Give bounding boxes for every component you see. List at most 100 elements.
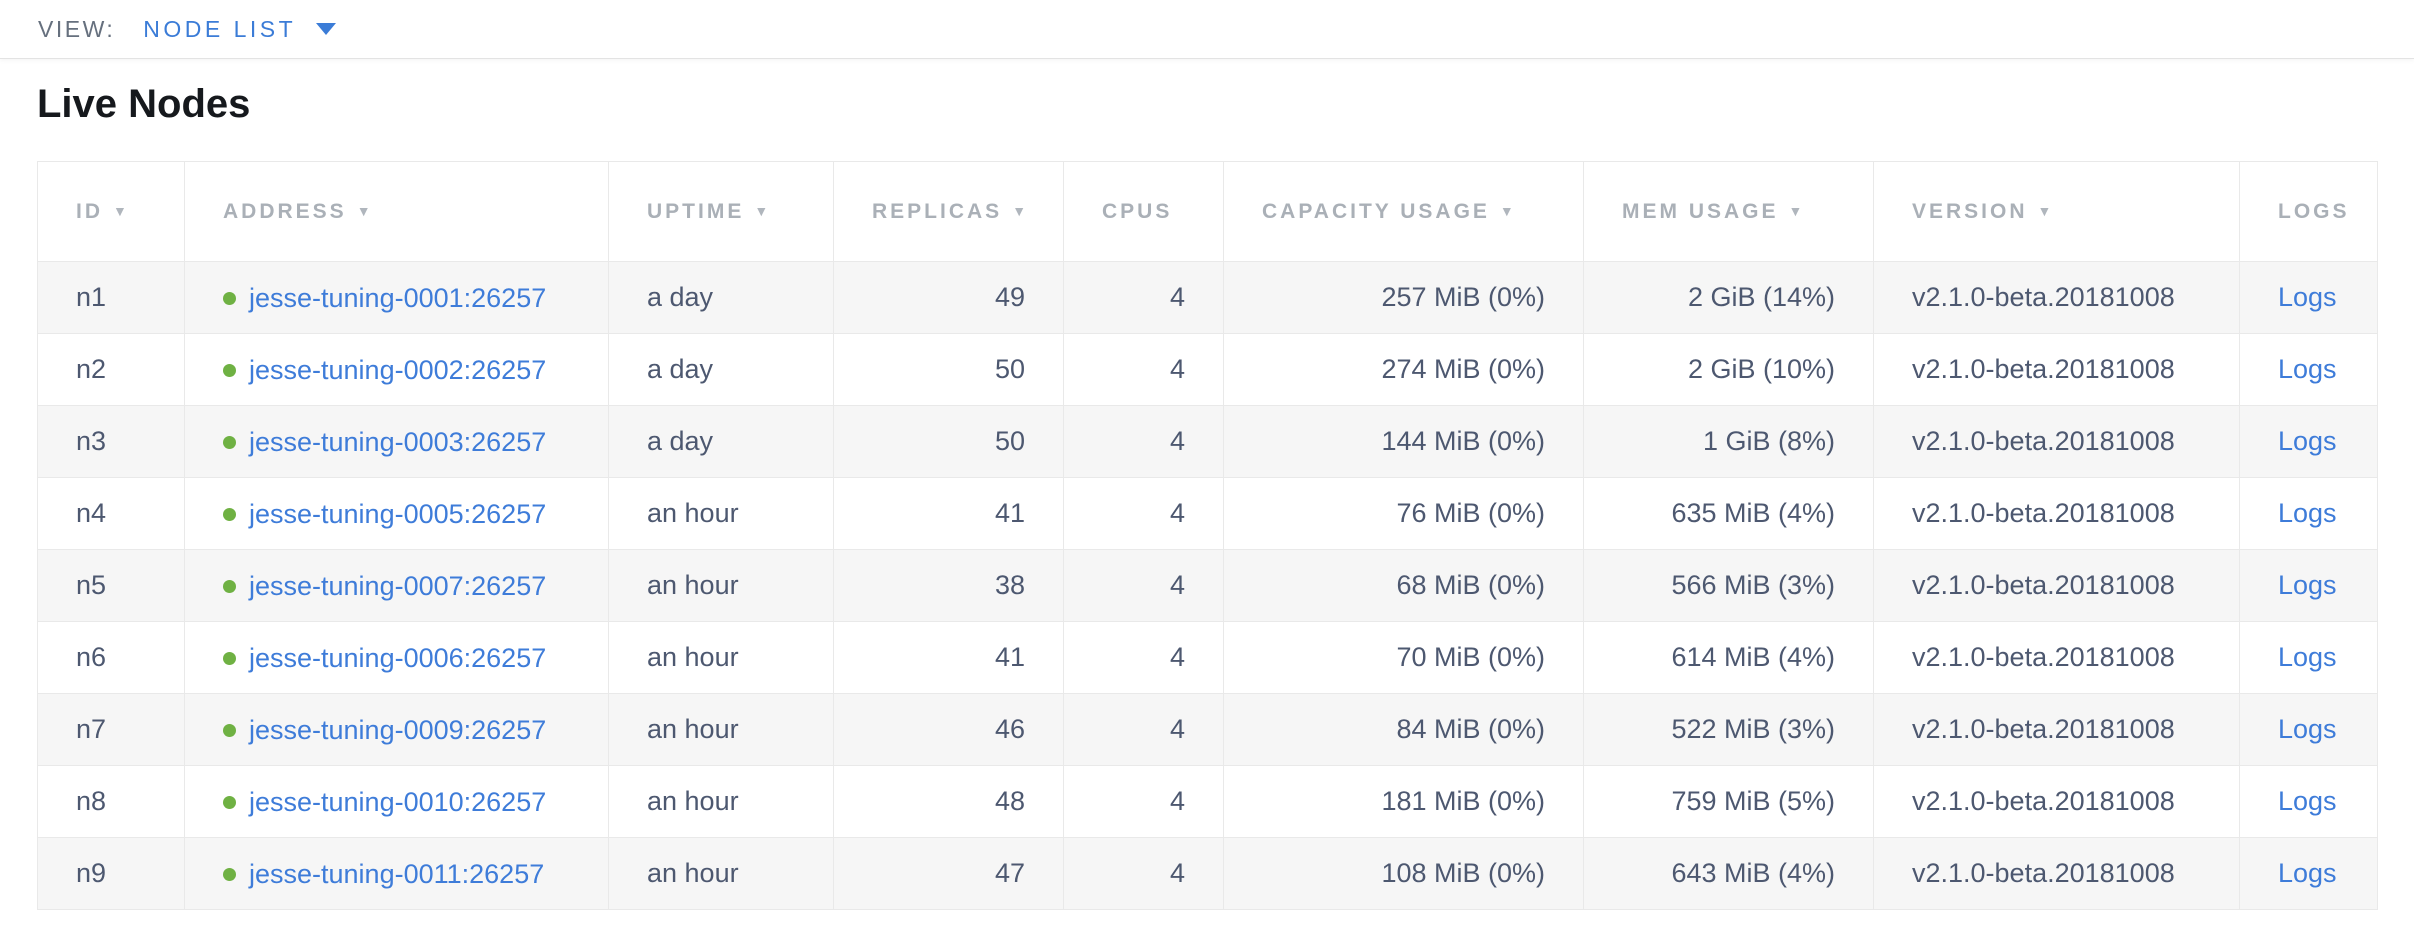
- node-status-icon: [223, 652, 236, 665]
- node-uptime-cell: a day: [608, 333, 834, 406]
- node-address-link[interactable]: jesse-tuning-0007:26257: [249, 571, 547, 601]
- node-logs-cell: Logs: [2239, 477, 2378, 550]
- node-capacity-cell: 274 MiB (0%): [1223, 333, 1584, 406]
- node-capacity-cell: 68 MiB (0%): [1223, 549, 1584, 622]
- node-address-cell: jesse-tuning-0005:26257: [184, 477, 609, 550]
- sort-arrow-icon: ▼: [1499, 202, 1517, 219]
- node-status-icon: [223, 436, 236, 449]
- col-header-version[interactable]: VERSION ▼: [1873, 161, 2240, 262]
- view-dropdown[interactable]: NODE LIST: [143, 15, 337, 43]
- col-header-id[interactable]: ID ▼: [37, 161, 185, 262]
- logs-link[interactable]: Logs: [2278, 570, 2337, 600]
- logs-link[interactable]: Logs: [2278, 642, 2337, 672]
- node-id-cell: n7: [37, 693, 185, 766]
- node-address-link[interactable]: jesse-tuning-0006:26257: [249, 643, 547, 673]
- node-capacity-cell: 76 MiB (0%): [1223, 477, 1584, 550]
- node-id-cell: n5: [37, 549, 185, 622]
- col-header-label: REPLICAS: [872, 199, 1003, 223]
- table-row: n8 jesse-tuning-0010:26257 an hour 48 4 …: [37, 765, 2378, 838]
- logs-link[interactable]: Logs: [2278, 498, 2337, 528]
- node-replicas-cell: 49: [833, 261, 1064, 334]
- node-address-link[interactable]: jesse-tuning-0009:26257: [249, 715, 547, 745]
- col-header-replicas[interactable]: REPLICAS ▼: [833, 161, 1064, 262]
- logs-link[interactable]: Logs: [2278, 426, 2337, 456]
- node-capacity-cell: 257 MiB (0%): [1223, 261, 1584, 334]
- node-uptime-cell: an hour: [608, 477, 834, 550]
- node-version-cell: v2.1.0-beta.20181008: [1873, 693, 2240, 766]
- col-header-label: UPTIME: [647, 199, 745, 223]
- node-address-cell: jesse-tuning-0006:26257: [184, 621, 609, 694]
- col-header-label: LOGS: [2278, 199, 2350, 223]
- node-id-cell: n2: [37, 333, 185, 406]
- node-address-cell: jesse-tuning-0007:26257: [184, 549, 609, 622]
- col-header-mem-usage[interactable]: MEM USAGE ▼: [1583, 161, 1874, 262]
- node-version-cell: v2.1.0-beta.20181008: [1873, 261, 2240, 334]
- logs-link[interactable]: Logs: [2278, 858, 2337, 888]
- sort-arrow-icon: ▼: [2037, 202, 2055, 219]
- node-replicas-cell: 46: [833, 693, 1064, 766]
- node-id-cell: n8: [37, 765, 185, 838]
- node-mem-cell: 2 GiB (14%): [1583, 261, 1874, 334]
- view-bar: VIEW: NODE LIST: [0, 0, 2414, 59]
- node-id-cell: n1: [37, 261, 185, 334]
- page-title: Live Nodes: [37, 82, 251, 126]
- node-mem-cell: 643 MiB (4%): [1583, 837, 1874, 910]
- node-id-cell: n4: [37, 477, 185, 550]
- node-mem-cell: 614 MiB (4%): [1583, 621, 1874, 694]
- node-address-link[interactable]: jesse-tuning-0005:26257: [249, 499, 547, 529]
- table-row: n6 jesse-tuning-0006:26257 an hour 41 4 …: [37, 621, 2378, 694]
- node-address-link[interactable]: jesse-tuning-0010:26257: [249, 787, 547, 817]
- live-nodes-table: ID ▼ ADDRESS ▼ UPTIME ▼ REPLICAS ▼ CPUS CAPA…: [37, 161, 2378, 910]
- node-cpus-cell: 4: [1063, 837, 1224, 910]
- node-capacity-cell: 84 MiB (0%): [1223, 693, 1584, 766]
- logs-link[interactable]: Logs: [2278, 354, 2337, 384]
- node-cpus-cell: 4: [1063, 693, 1224, 766]
- node-address-cell: jesse-tuning-0011:26257: [184, 837, 609, 910]
- col-header-cpus: CPUS: [1063, 161, 1224, 262]
- node-id-cell: n9: [37, 837, 185, 910]
- sort-arrow-icon: ▼: [356, 202, 374, 219]
- col-header-uptime[interactable]: UPTIME ▼: [608, 161, 834, 262]
- node-uptime-cell: an hour: [608, 621, 834, 694]
- node-version-cell: v2.1.0-beta.20181008: [1873, 621, 2240, 694]
- table-row: n5 jesse-tuning-0007:26257 an hour 38 4 …: [37, 549, 2378, 622]
- node-logs-cell: Logs: [2239, 765, 2378, 838]
- col-header-label: CAPACITY USAGE: [1262, 199, 1490, 223]
- node-status-icon: [223, 724, 236, 737]
- col-header-capacity-usage[interactable]: CAPACITY USAGE ▼: [1223, 161, 1584, 262]
- node-cpus-cell: 4: [1063, 549, 1224, 622]
- col-header-label: MEM USAGE: [1622, 199, 1779, 223]
- col-header-address[interactable]: ADDRESS ▼: [184, 161, 609, 262]
- live-nodes-section: Live Nodes ID ▼ ADDRESS ▼ UPTIME ▼ REPLICAS…: [0, 81, 2414, 910]
- col-header-label: VERSION: [1912, 199, 2028, 223]
- node-uptime-cell: an hour: [608, 765, 834, 838]
- logs-link[interactable]: Logs: [2278, 282, 2337, 312]
- node-cpus-cell: 4: [1063, 477, 1224, 550]
- sort-arrow-icon: ▼: [113, 202, 130, 219]
- node-capacity-cell: 181 MiB (0%): [1223, 765, 1584, 838]
- chevron-down-icon: [316, 23, 337, 35]
- node-status-icon: [223, 796, 236, 809]
- node-replicas-cell: 48: [833, 765, 1064, 838]
- node-status-icon: [223, 508, 236, 521]
- node-address-link[interactable]: jesse-tuning-0003:26257: [249, 427, 547, 457]
- logs-link[interactable]: Logs: [2278, 714, 2337, 744]
- table-row: n9 jesse-tuning-0011:26257 an hour 47 4 …: [37, 837, 2378, 910]
- node-uptime-cell: a day: [608, 261, 834, 334]
- node-id-cell: n3: [37, 405, 185, 478]
- logs-link[interactable]: Logs: [2278, 786, 2337, 816]
- node-cpus-cell: 4: [1063, 765, 1224, 838]
- node-mem-cell: 2 GiB (10%): [1583, 333, 1874, 406]
- node-cpus-cell: 4: [1063, 261, 1224, 334]
- node-address-link[interactable]: jesse-tuning-0001:26257: [249, 283, 547, 313]
- node-uptime-cell: an hour: [608, 549, 834, 622]
- col-header-logs: LOGS: [2239, 161, 2378, 262]
- node-status-icon: [223, 292, 236, 305]
- node-address-link[interactable]: jesse-tuning-0011:26257: [249, 859, 545, 889]
- node-logs-cell: Logs: [2239, 549, 2378, 622]
- node-logs-cell: Logs: [2239, 261, 2378, 334]
- node-status-icon: [223, 364, 236, 377]
- view-dropdown-value: NODE LIST: [143, 15, 297, 42]
- node-address-link[interactable]: jesse-tuning-0002:26257: [249, 355, 547, 385]
- node-status-icon: [223, 868, 236, 881]
